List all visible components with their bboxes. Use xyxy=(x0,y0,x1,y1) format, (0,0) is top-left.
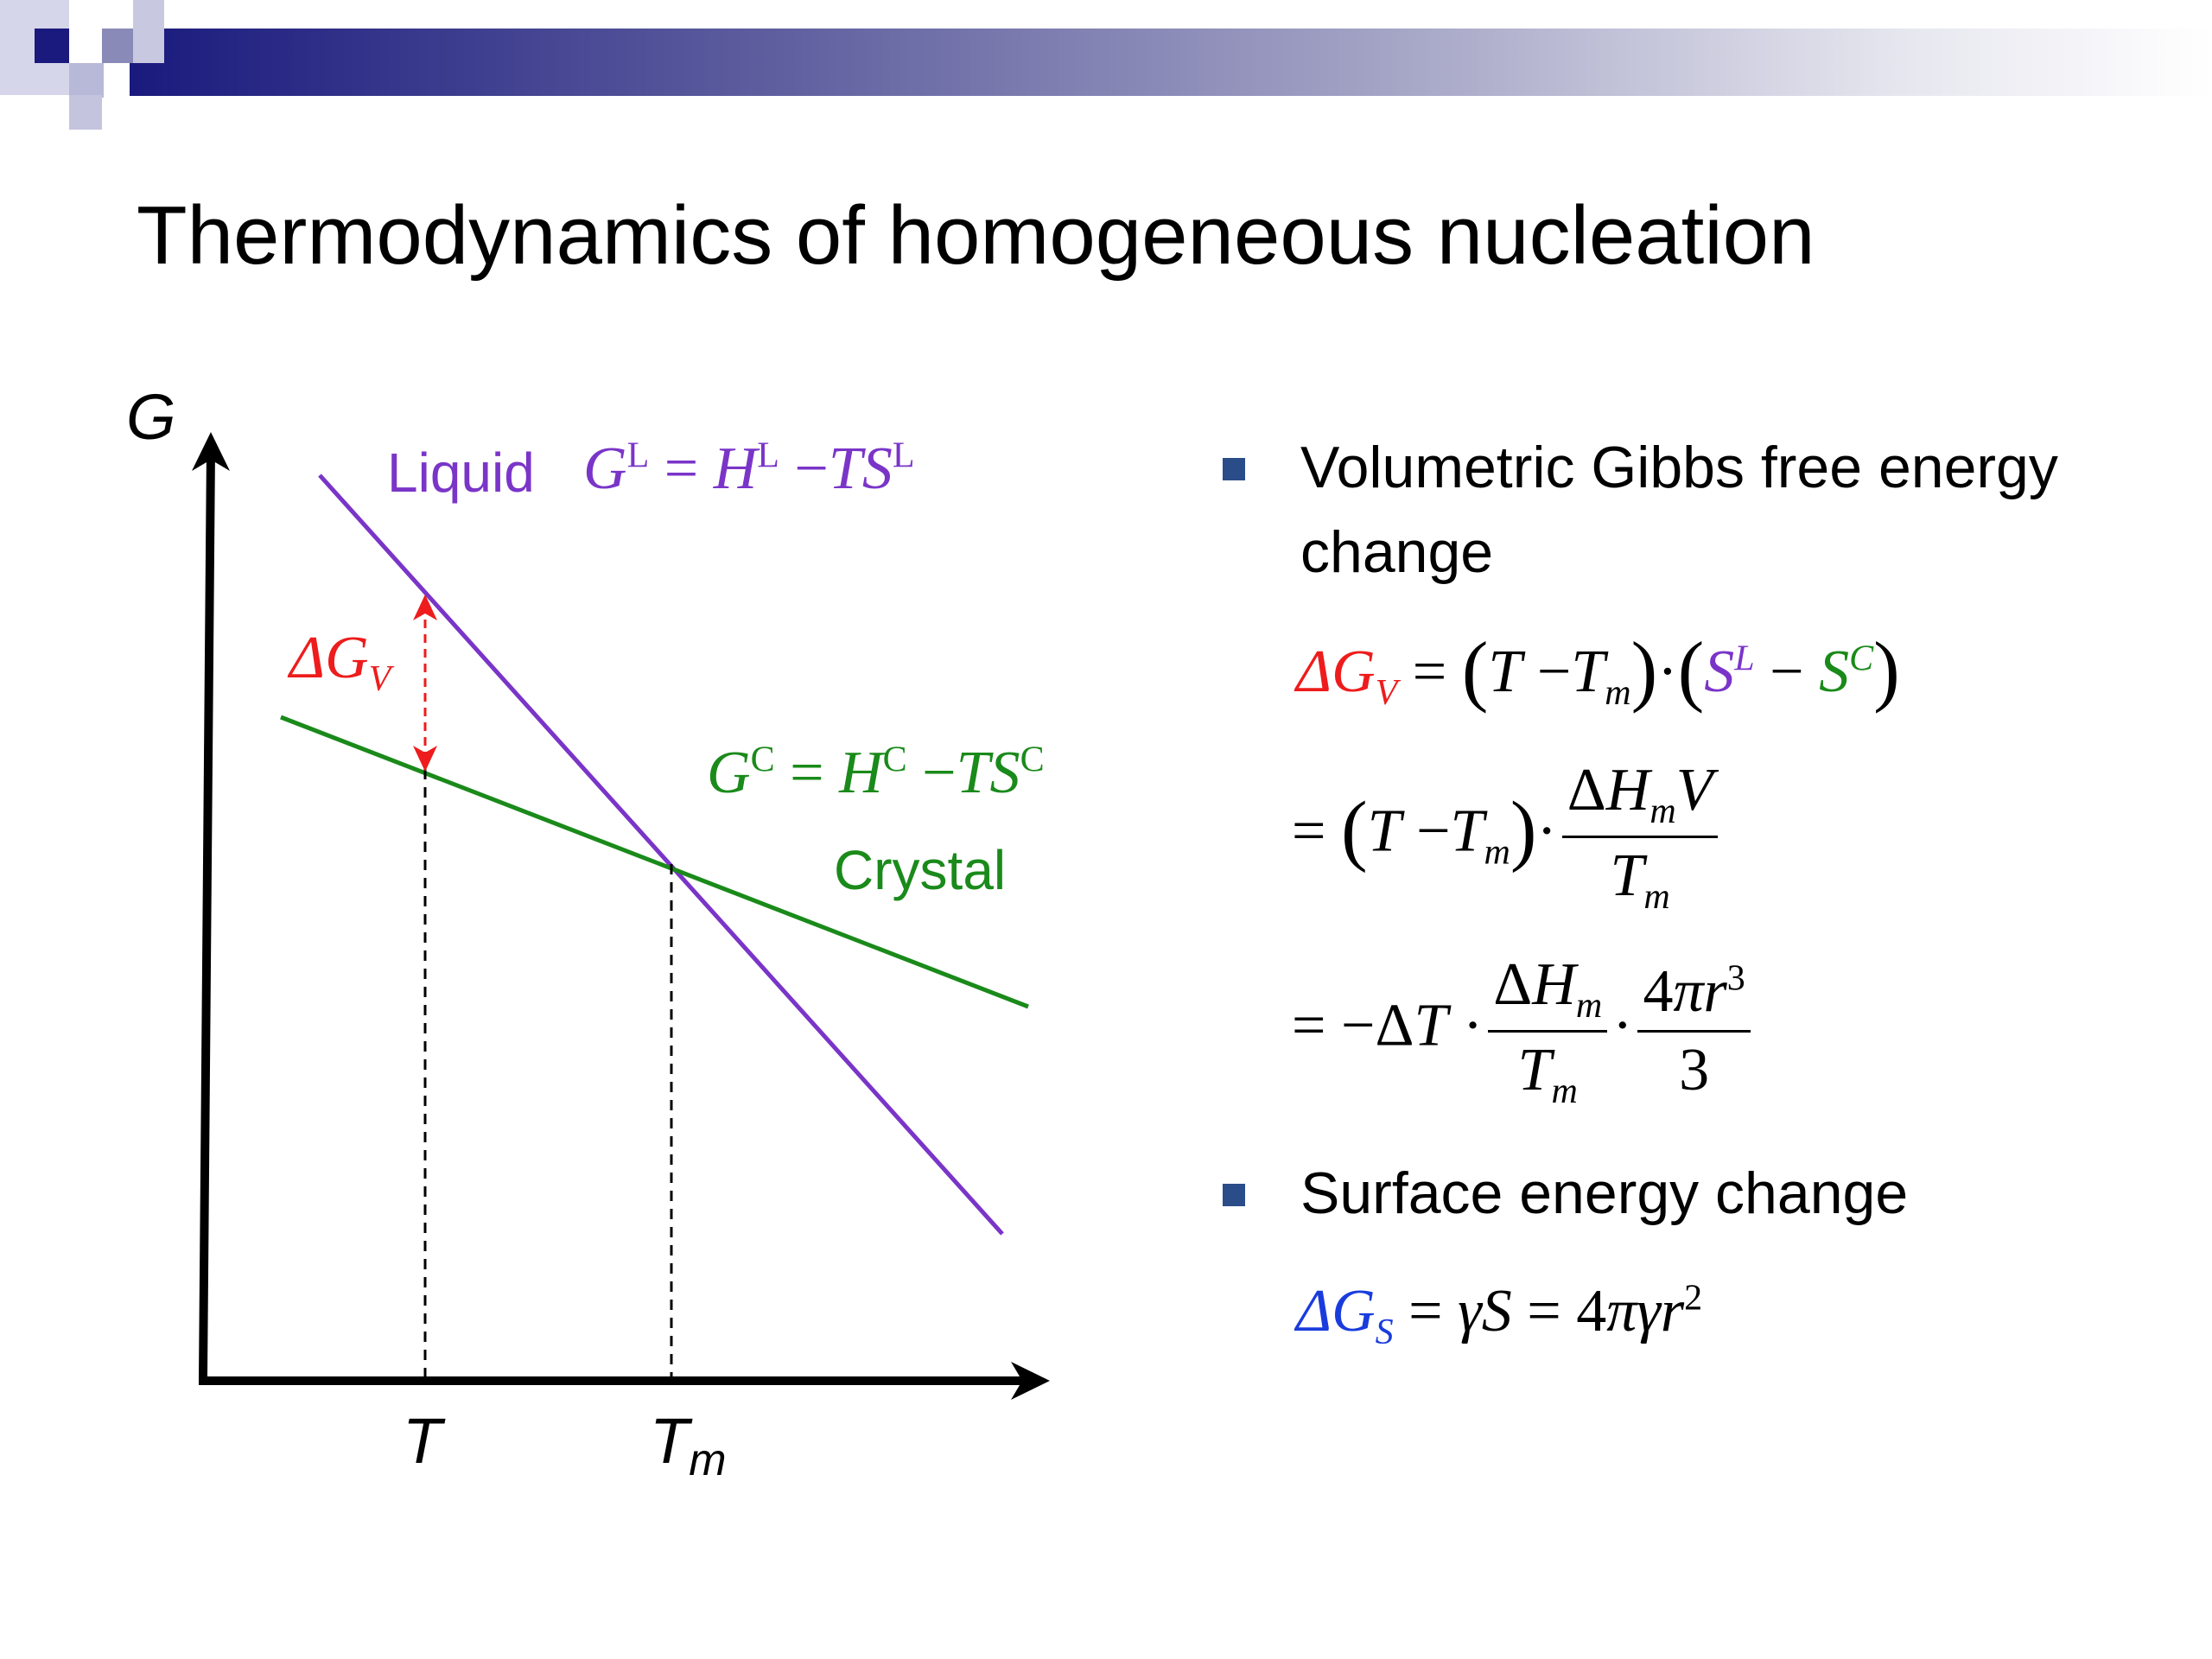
equation-enthalpy: = (T −Tm)· ΔHmV Tm xyxy=(1292,756,1723,918)
bullet-volumetric: Volumetric Gibbs free energy change xyxy=(1300,435,2058,585)
delta-gv-label: ΔGV xyxy=(289,625,391,699)
bullet-marker xyxy=(1223,458,1245,480)
fraction-dhmv-tm: ΔHmV Tm xyxy=(1561,756,1719,918)
equation-volume: = −ΔT · ΔHm Tm · 4πr3 3 xyxy=(1292,950,1756,1112)
delta-gv-arrow-head-top xyxy=(413,594,437,620)
header-square xyxy=(133,0,164,63)
crystal-label: Crystal xyxy=(834,839,1007,901)
header-banner xyxy=(130,29,2212,96)
bullet-surface: Surface energy change xyxy=(1300,1160,1909,1226)
equation-delta-gv: ΔGV = (T −Tm)·(SL − SC) xyxy=(1296,626,1900,714)
equation-delta-gs: ΔGS = γS = 4πγr2 xyxy=(1296,1278,1703,1352)
x-tick-tm: Tm xyxy=(650,1404,727,1486)
x-tick-t: T xyxy=(403,1405,442,1477)
y-axis xyxy=(199,448,215,1379)
fraction-4pir3-3: 4πr3 3 xyxy=(1637,957,1751,1105)
crystal-line xyxy=(280,715,1029,1009)
delta-gv-arrow-head-bottom xyxy=(413,746,437,772)
fraction-dhm-tm: ΔHm Tm xyxy=(1488,950,1608,1112)
header-square xyxy=(69,63,104,98)
y-axis-label: G xyxy=(126,381,176,453)
x-axis-arrow xyxy=(1011,1362,1050,1400)
liquid-label: Liquid xyxy=(387,442,535,504)
bullet-marker xyxy=(1223,1184,1245,1206)
x-tick-tm-sub: m xyxy=(689,1435,727,1485)
liquid-equation: GL = HL −TSL xyxy=(583,435,915,502)
header-square xyxy=(102,29,133,63)
liquid-line xyxy=(318,474,1004,1236)
x-tick-tm-main: T xyxy=(650,1405,690,1477)
crystal-equation: GC = HC −TSC xyxy=(707,740,1045,806)
slide-title: Thermodynamics of homogeneous nucleation xyxy=(137,189,1815,282)
header-square xyxy=(35,29,69,63)
header-square xyxy=(69,95,102,130)
y-axis-arrow xyxy=(192,432,230,471)
